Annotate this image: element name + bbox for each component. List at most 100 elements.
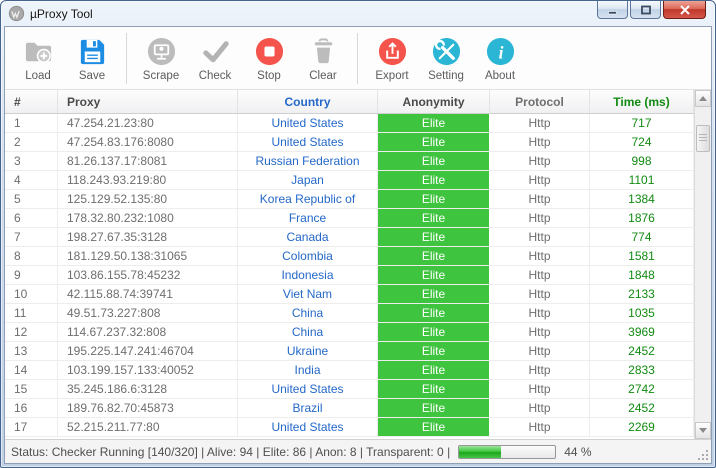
progress-percent-label: 44 % — [564, 444, 592, 459]
proxy-cell: 189.76.82.70:45873 — [58, 399, 238, 417]
table-row[interactable]: 9 103.86.155.78:45232 Indonesia Elite Ht… — [5, 266, 694, 285]
anonymity-badge: Elite — [378, 209, 490, 227]
row-number-cell: 9 — [5, 266, 58, 284]
row-number-cell: 14 — [5, 361, 58, 379]
table-row[interactable]: 7 198.27.67.35:3128 Canada Elite Http 77… — [5, 228, 694, 247]
toolbar-button-stop[interactable]: Stop — [242, 30, 296, 87]
protocol-cell: Http — [490, 247, 590, 265]
protocol-cell: Http — [490, 209, 590, 227]
toolbar-button-export[interactable]: Export — [365, 30, 419, 87]
protocol-cell: Http — [490, 361, 590, 379]
row-number-cell: 13 — [5, 342, 58, 360]
country-cell: France — [238, 209, 378, 227]
scroll-up-button[interactable] — [695, 90, 711, 107]
toolbar-button-scrape[interactable]: Scrape — [134, 30, 188, 87]
vertical-scrollbar — [694, 90, 711, 439]
row-number-cell: 17 — [5, 418, 58, 436]
protocol-cell: Http — [490, 342, 590, 360]
column-header-number[interactable]: # — [5, 90, 58, 113]
table-row[interactable]: 12 114.67.237.32:808 China Elite Http 39… — [5, 323, 694, 342]
table-row[interactable]: 15 35.245.186.6:3128 United States Elite… — [5, 380, 694, 399]
anonymity-badge: Elite — [378, 114, 490, 132]
maximize-button[interactable] — [630, 1, 661, 19]
toolbar-button-label: Load — [25, 69, 51, 82]
time-cell: 717 — [590, 114, 694, 132]
table-row[interactable]: 13 195.225.147.241:46704 Ukraine Elite H… — [5, 342, 694, 361]
proxy-cell: 181.129.50.138:31065 — [58, 247, 238, 265]
anonymity-badge: Elite — [378, 247, 490, 265]
proxy-grid: # Proxy Country Anonymity Protocol Time … — [5, 90, 694, 439]
proxy-table: # Proxy Country Anonymity Protocol Time … — [5, 90, 711, 439]
table-row[interactable]: 2 47.254.83.176:8080 United States Elite… — [5, 133, 694, 152]
toolbar-button-label: Stop — [257, 69, 281, 82]
time-cell: 1101 — [590, 171, 694, 189]
table-row[interactable]: 10 42.115.88.74:39741 Viet Nam Elite Htt… — [5, 285, 694, 304]
country-cell: India — [238, 361, 378, 379]
arrow-up-icon — [699, 96, 707, 101]
save-icon — [77, 36, 108, 67]
proxy-cell: 198.27.67.35:3128 — [58, 228, 238, 246]
column-header-time[interactable]: Time (ms) — [590, 90, 694, 113]
checker-progressbar — [458, 444, 557, 459]
table-row[interactable]: 3 81.26.137.17:8081 Russian Federation E… — [5, 152, 694, 171]
time-cell: 1035 — [590, 304, 694, 322]
table-row[interactable]: 17 52.215.211.77:80 United States Elite … — [5, 418, 694, 437]
minimize-button[interactable] — [597, 1, 628, 19]
anonymity-badge: Elite — [378, 285, 490, 303]
anonymity-badge: Elite — [378, 323, 490, 341]
time-cell: 2133 — [590, 285, 694, 303]
table-row[interactable]: 1 47.254.21.23:80 United States Elite Ht… — [5, 114, 694, 133]
toolbar-button-check[interactable]: Check — [188, 30, 242, 87]
toolbar-button-save[interactable]: Save — [65, 30, 119, 87]
row-number-cell: 12 — [5, 323, 58, 341]
country-cell: Canada — [238, 228, 378, 246]
scrollbar-thumb[interactable] — [696, 125, 710, 152]
scroll-down-button[interactable] — [695, 422, 711, 439]
protocol-cell: Http — [490, 114, 590, 132]
column-header-proxy[interactable]: Proxy — [58, 90, 238, 113]
column-header-anonymity[interactable]: Anonymity — [378, 90, 490, 113]
table-row[interactable]: 16 189.76.82.70:45873 Brazil Elite Http … — [5, 399, 694, 418]
time-cell: 724 — [590, 133, 694, 151]
column-header-protocol[interactable]: Protocol — [490, 90, 590, 113]
scrollbar-track[interactable] — [695, 107, 711, 422]
table-row[interactable]: 4 118.243.93.219:80 Japan Elite Http 110… — [5, 171, 694, 190]
setting-icon — [431, 36, 462, 67]
anonymity-badge: Elite — [378, 133, 490, 151]
svg-text:i: i — [498, 42, 503, 62]
resize-grip-icon[interactable] — [696, 448, 708, 460]
time-cell: 2452 — [590, 342, 694, 360]
country-cell: United States — [238, 114, 378, 132]
row-number-cell: 10 — [5, 285, 58, 303]
toolbar-button-label: Clear — [309, 69, 337, 82]
time-cell: 2833 — [590, 361, 694, 379]
protocol-cell: Http — [490, 266, 590, 284]
time-cell: 2452 — [590, 399, 694, 417]
proxy-cell: 125.129.52.135:80 — [58, 190, 238, 208]
toolbar-button-about[interactable]: i About — [473, 30, 527, 87]
time-cell: 998 — [590, 152, 694, 170]
row-number-cell: 8 — [5, 247, 58, 265]
toolbar-button-load[interactable]: Load — [11, 30, 65, 87]
proxy-cell: 103.86.155.78:45232 — [58, 266, 238, 284]
country-cell: China — [238, 323, 378, 341]
row-number-cell: 3 — [5, 152, 58, 170]
anonymity-badge: Elite — [378, 361, 490, 379]
toolbar-button-clear[interactable]: Clear — [296, 30, 350, 87]
table-row[interactable]: 8 181.129.50.138:31065 Colombia Elite Ht… — [5, 247, 694, 266]
title-bar[interactable]: µProxy Tool — [4, 1, 712, 26]
toolbar-button-setting[interactable]: Setting — [419, 30, 473, 87]
country-cell: Brazil — [238, 399, 378, 417]
table-row[interactable]: 14 103.199.157.133:40052 India Elite Htt… — [5, 361, 694, 380]
table-row[interactable]: 6 178.32.80.232:1080 France Elite Http 1… — [5, 209, 694, 228]
country-cell: United States — [238, 418, 378, 436]
country-cell: Colombia — [238, 247, 378, 265]
table-row[interactable]: 11 49.51.73.227:808 China Elite Http 103… — [5, 304, 694, 323]
time-cell: 3969 — [590, 323, 694, 341]
close-button[interactable] — [663, 1, 706, 19]
protocol-cell: Http — [490, 228, 590, 246]
table-row[interactable]: 5 125.129.52.135:80 Korea Republic of El… — [5, 190, 694, 209]
country-cell: Korea Republic of — [238, 190, 378, 208]
protocol-cell: Http — [490, 190, 590, 208]
column-header-country[interactable]: Country — [238, 90, 378, 113]
